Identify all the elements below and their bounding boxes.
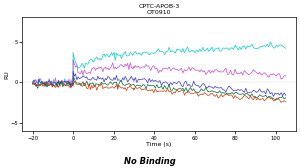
Text: No Binding: No Binding	[124, 157, 176, 166]
Y-axis label: RU: RU	[4, 70, 9, 79]
Title: CPTC-APOB-3
OT0910: CPTC-APOB-3 OT0910	[139, 4, 180, 15]
X-axis label: Time (s): Time (s)	[146, 142, 172, 147]
